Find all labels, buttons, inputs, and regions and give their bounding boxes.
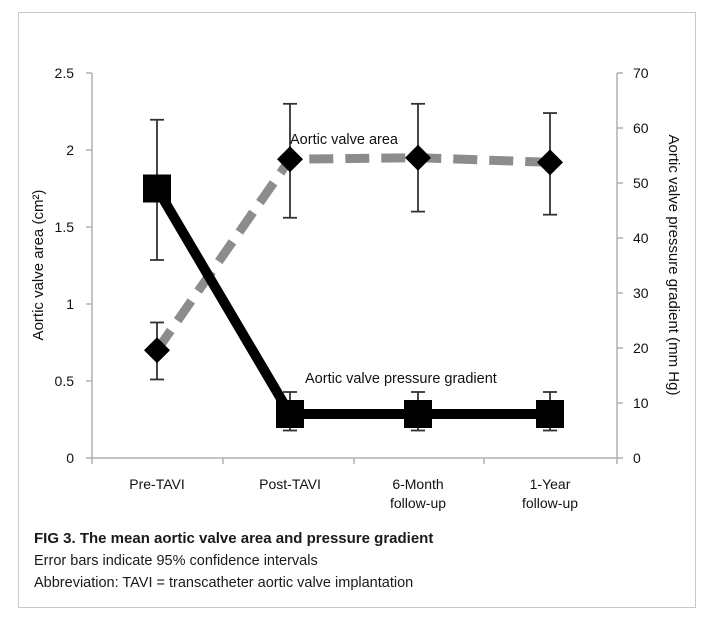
data-point-square <box>536 400 564 428</box>
y-left-tick-label: 0.5 <box>55 373 75 389</box>
caption-title: FIG 3. The mean aortic valve area and pr… <box>34 530 434 547</box>
y-right-tick-label: 20 <box>633 340 649 356</box>
y-right-tick-label: 70 <box>633 65 649 81</box>
x-tick-label: 1-Year follow-up <box>522 476 578 511</box>
caption-line-1: Error bars indicate 95% confidence inter… <box>34 553 318 569</box>
series-line <box>152 185 550 419</box>
y-right-tick-label: 60 <box>633 120 649 136</box>
data-point-diamond <box>144 337 170 364</box>
y-right-tick-label: 0 <box>633 450 641 466</box>
y-left-tick-label: 1.5 <box>55 219 75 235</box>
annotation-gradient-label: Aortic valve pressure gradient <box>305 371 497 387</box>
data-point-square <box>276 400 304 428</box>
y-left-tick-label: 2.5 <box>55 65 75 81</box>
annotation-area-label: Aortic valve area <box>290 132 399 148</box>
figure-caption: FIG 3. The mean aortic valve area and pr… <box>34 528 674 594</box>
y-right-tick-label: 40 <box>633 230 649 246</box>
data-point-square <box>143 174 171 203</box>
y-right-tick-label: 50 <box>633 175 649 191</box>
y-left-tick-label: 0 <box>66 450 74 466</box>
series-gradient <box>143 118 564 432</box>
x-tick-label: Post-TAVI <box>259 476 321 492</box>
caption-line-2: Abbreviation: TAVI = transcatheter aorti… <box>34 575 414 591</box>
x-tick-label: Pre-TAVI <box>129 476 185 492</box>
y-left-tick-label: 1 <box>66 296 74 312</box>
x-tick-label: 6-Month follow-up <box>390 476 446 511</box>
data-point-diamond <box>277 146 303 173</box>
data-point-diamond <box>405 144 431 171</box>
data-point-square <box>404 400 432 428</box>
y-right-tick-label: 30 <box>633 285 649 301</box>
y-right-tick-label: 10 <box>633 395 649 411</box>
series-line <box>153 153 551 353</box>
series-area <box>144 102 563 381</box>
y-left-axis-title: Aortic valve area (cm²) <box>30 190 47 341</box>
y-right-axis-title: Aortic valve pressure gradient (mm Hg) <box>665 135 682 396</box>
y-left-tick-label: 2 <box>66 142 74 158</box>
data-point-diamond <box>537 149 563 176</box>
figure-frame <box>18 12 696 608</box>
